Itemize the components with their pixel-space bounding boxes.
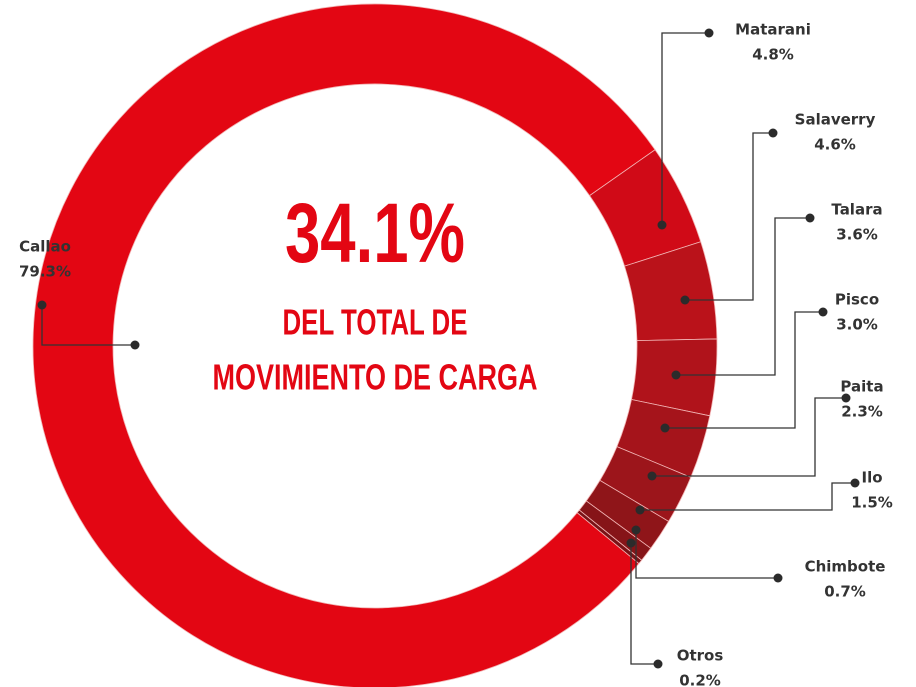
- value-label: 4.8%: [752, 46, 794, 64]
- center-caption: MOVIMIENTO DE CARGA: [213, 357, 538, 398]
- leader-line: [635, 530, 778, 579]
- category-label: Salaverry: [795, 111, 876, 129]
- leader-dot: [850, 478, 860, 488]
- leader-dot: [626, 538, 636, 548]
- category-label: Matarani: [735, 21, 811, 39]
- leader-line: [665, 311, 823, 429]
- value-label: 0.7%: [824, 583, 866, 601]
- leader-dot: [805, 213, 815, 223]
- leader-line: [652, 397, 846, 477]
- leader-dot: [818, 307, 828, 317]
- category-label: Otros: [677, 647, 724, 665]
- value-label: 1.5%: [851, 494, 893, 512]
- leader-line: [685, 132, 773, 301]
- value-label: 79.3%: [19, 263, 71, 281]
- leader-dot: [773, 573, 783, 583]
- leader-dot: [704, 28, 714, 38]
- category-label: Talara: [831, 201, 882, 219]
- leader-dot: [647, 471, 657, 481]
- value-label: 2.3%: [841, 403, 883, 421]
- leader-line: [640, 482, 855, 511]
- value-label: 3.0%: [836, 316, 878, 334]
- center-caption: DEL TOTAL DE: [283, 302, 468, 343]
- leader-dot: [841, 393, 851, 403]
- value-label: 3.6%: [836, 226, 878, 244]
- center-value: 34.1%: [285, 186, 465, 280]
- leader-dot: [635, 505, 645, 515]
- category-label: Pisco: [835, 291, 879, 309]
- slice: [576, 509, 643, 565]
- leader-dot: [653, 659, 663, 669]
- leader-dot: [768, 128, 778, 138]
- leader-dot: [671, 370, 681, 380]
- leader-line: [41, 305, 135, 346]
- leader-dot: [631, 525, 641, 535]
- category-label: Paita: [840, 378, 883, 396]
- leader-line: [630, 543, 658, 665]
- value-label: 0.2%: [679, 672, 721, 687]
- category-label: Callao: [19, 238, 71, 256]
- leader-dot: [130, 340, 140, 350]
- leader-dot: [660, 423, 670, 433]
- category-label: Ilo: [861, 469, 882, 487]
- leader-dot: [680, 295, 690, 305]
- leader-line: [676, 217, 810, 376]
- slice: [32, 3, 656, 687]
- category-label: Chimbote: [805, 558, 886, 576]
- leader-dot: [657, 220, 667, 230]
- labels: Callao 79.3% Matarani 4.8% Salaverry 4.6% Tala…: [19, 21, 893, 687]
- leader-line: [661, 32, 709, 225]
- donut: [32, 3, 718, 687]
- leader-dot: [37, 300, 47, 310]
- value-label: 4.6%: [814, 136, 856, 154]
